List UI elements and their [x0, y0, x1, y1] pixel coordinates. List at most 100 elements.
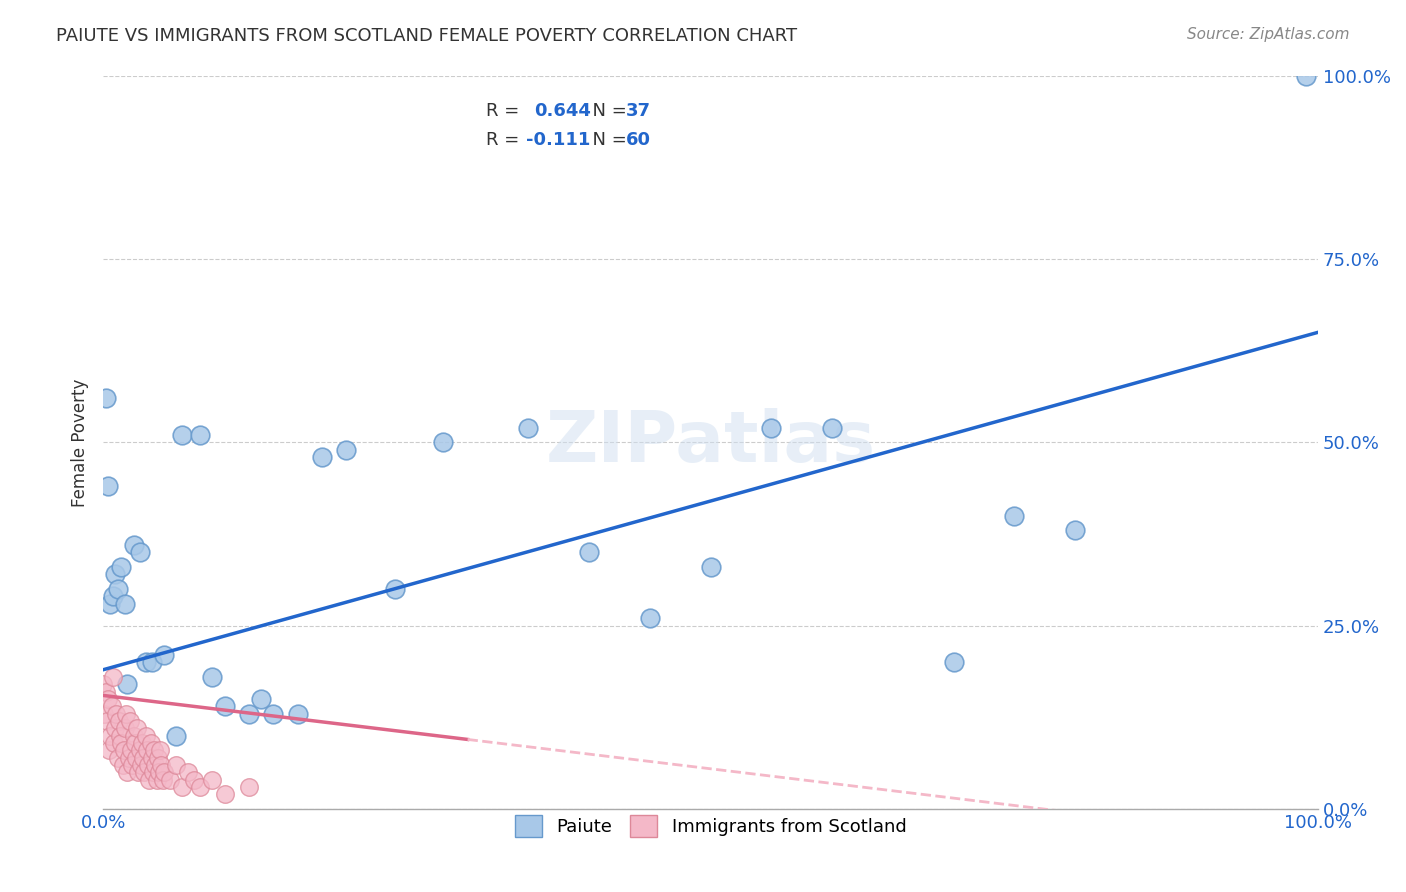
Point [145, 772, 167, 787]
Point [188, 780, 211, 794]
Point [98, 743, 121, 757]
Point [132, 751, 155, 765]
Text: 60: 60 [626, 131, 651, 149]
Point [153, 648, 176, 662]
Point [104, 722, 127, 736]
Text: R =: R = [486, 102, 524, 120]
Point [117, 677, 139, 691]
Point [761, 420, 783, 434]
Text: PAIUTE VS IMMIGRANTS FROM SCOTLAND FEMALE POVERTY CORRELATION CHART: PAIUTE VS IMMIGRANTS FROM SCOTLAND FEMAL… [56, 27, 797, 45]
Point [100, 597, 122, 611]
Point [148, 765, 170, 780]
Point [141, 656, 163, 670]
Point [112, 743, 135, 757]
Point [135, 656, 157, 670]
Point [93, 706, 115, 721]
Point [124, 736, 146, 750]
Point [201, 670, 224, 684]
Point [138, 772, 160, 787]
Point [104, 567, 127, 582]
Point [238, 706, 260, 721]
Point [100, 699, 122, 714]
Point [97, 692, 120, 706]
Point [128, 545, 150, 559]
Point [107, 582, 129, 596]
Text: 37: 37 [626, 102, 651, 120]
Text: 0.644: 0.644 [534, 102, 592, 120]
Point [183, 772, 205, 787]
Point [165, 758, 187, 772]
Text: ZIPatlas: ZIPatlas [546, 408, 876, 477]
Point [128, 743, 150, 757]
Point [110, 560, 132, 574]
Point [120, 743, 142, 757]
Point [114, 597, 136, 611]
Text: Source: ZipAtlas.com: Source: ZipAtlas.com [1187, 27, 1350, 42]
Point [262, 706, 284, 721]
Point [115, 706, 138, 721]
Point [117, 765, 139, 780]
Point [139, 736, 162, 750]
Point [103, 736, 125, 750]
Point [287, 706, 309, 721]
Point [638, 611, 661, 625]
Point [94, 392, 117, 406]
Point [699, 560, 721, 574]
Point [97, 479, 120, 493]
Point [131, 736, 153, 750]
Point [152, 772, 174, 787]
Point [150, 758, 173, 772]
Point [311, 450, 333, 464]
Point [135, 743, 157, 757]
Point [1295, 69, 1317, 83]
Point [335, 442, 357, 457]
Text: N =: N = [581, 131, 633, 149]
Point [153, 765, 176, 780]
Point [96, 714, 118, 728]
Point [942, 656, 965, 670]
Point [91, 677, 114, 691]
Point [101, 590, 124, 604]
Point [821, 420, 844, 434]
Point [127, 765, 149, 780]
Text: N =: N = [581, 102, 633, 120]
Point [105, 706, 128, 721]
Point [188, 428, 211, 442]
Point [201, 772, 224, 787]
Point [384, 582, 406, 596]
Point [100, 729, 122, 743]
Point [134, 765, 156, 780]
Point [177, 765, 200, 780]
Point [111, 758, 134, 772]
Point [129, 758, 152, 772]
Point [1064, 524, 1087, 538]
Point [114, 722, 136, 736]
Point [214, 788, 236, 802]
Point [107, 751, 129, 765]
Point [118, 714, 141, 728]
Point [135, 729, 157, 743]
Point [127, 722, 149, 736]
Point [110, 736, 132, 750]
Text: R =: R = [486, 131, 524, 149]
Point [165, 729, 187, 743]
Point [143, 743, 166, 757]
Point [172, 428, 194, 442]
Point [172, 780, 194, 794]
Point [108, 714, 131, 728]
Point [159, 772, 181, 787]
Point [214, 699, 236, 714]
Point [125, 751, 148, 765]
Point [146, 751, 169, 765]
Point [122, 729, 145, 743]
Point [94, 685, 117, 699]
Point [238, 780, 260, 794]
Point [145, 758, 167, 772]
Point [136, 758, 159, 772]
Point [250, 692, 273, 706]
Point [108, 729, 131, 743]
Point [578, 545, 600, 559]
Legend: Paiute, Immigrants from Scotland: Paiute, Immigrants from Scotland [508, 807, 914, 844]
Point [121, 758, 143, 772]
Point [517, 420, 540, 434]
